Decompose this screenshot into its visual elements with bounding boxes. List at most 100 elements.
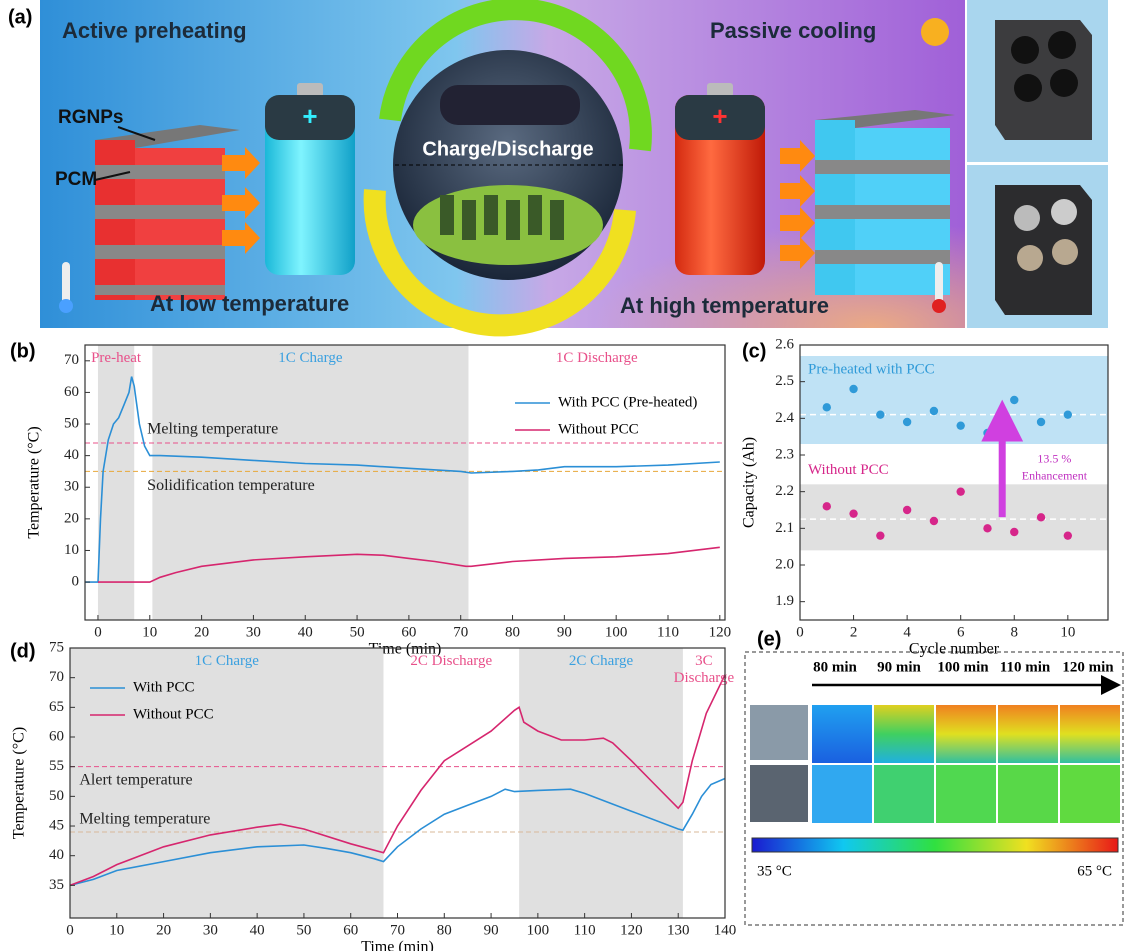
x-tick-label: 60	[343, 922, 358, 938]
point	[956, 421, 964, 429]
x-axis-title: Time (min)	[361, 939, 434, 951]
x-tick-label: 60	[401, 624, 416, 640]
time-label: 120 min	[1062, 659, 1114, 675]
region-label-box: 1C Charge	[70, 653, 383, 693]
left-title: Active preheating	[62, 18, 247, 43]
legend-label: Without PCC	[133, 706, 214, 722]
x-tick-label: 40	[298, 624, 313, 640]
point	[1010, 528, 1018, 536]
y-tick-label: 30	[64, 479, 79, 495]
y-tick-label: 55	[49, 758, 64, 774]
region-label: 2C Discharge	[383, 653, 519, 670]
y-tick-label: 40	[64, 447, 79, 463]
right-title: Passive cooling	[710, 18, 876, 43]
x-tick-label: 20	[156, 922, 171, 938]
x-axis-title: Cycle number	[909, 641, 1000, 658]
x-tick-label: 80	[437, 922, 452, 938]
x-tick-label: 0	[66, 922, 74, 938]
point	[1037, 418, 1045, 426]
region-label: 1C Charge	[70, 653, 383, 670]
series-label: Without PCC	[808, 462, 889, 478]
y-tick-label: 2.6	[775, 336, 794, 352]
x-tick-label: 30	[203, 922, 218, 938]
time-label: 100 min	[937, 659, 989, 675]
point	[1037, 513, 1045, 521]
y-tick-label: 10	[64, 542, 79, 558]
x-tick-label: 20	[194, 624, 209, 640]
x-tick-label: 2	[850, 624, 858, 640]
x-tick-label: 30	[246, 624, 261, 640]
x-tick-label: 8	[1011, 624, 1019, 640]
y-tick-label: 40	[49, 847, 64, 863]
time-label: 110 min	[1000, 659, 1051, 675]
reference-label: Melting temperature	[79, 811, 210, 828]
reference-label: Solidification temperature	[147, 477, 314, 494]
point	[876, 410, 884, 418]
svg-text:+: +	[302, 101, 317, 131]
y-tick-label: 20	[64, 510, 79, 526]
point	[823, 403, 831, 411]
series-label: Pre-heated with PCC	[808, 361, 935, 377]
right-caption: At high temperature	[620, 293, 829, 318]
point	[983, 524, 991, 532]
point	[983, 429, 991, 437]
panel-label: (c)	[742, 340, 766, 362]
panel-label: (b)	[10, 340, 36, 362]
left-caption: At low temperature	[150, 291, 349, 316]
point	[1064, 531, 1072, 539]
y-axis-title: Temperature (°C)	[26, 426, 43, 538]
region-label-box: 1C Charge	[152, 350, 468, 390]
x-tick-label: 100	[527, 922, 550, 938]
point	[903, 418, 911, 426]
y-tick-label: 0	[72, 574, 80, 590]
region-label: 1C Charge	[152, 350, 468, 367]
point	[930, 407, 938, 415]
x-tick-label: 40	[250, 922, 265, 938]
point	[930, 517, 938, 525]
thermal-images	[750, 705, 1120, 823]
x-tick-label: 10	[142, 624, 157, 640]
y-tick-label: 60	[49, 728, 64, 744]
pcm-block-cold	[95, 125, 240, 300]
x-tick-label: 120	[620, 922, 643, 938]
x-tick-label: 0	[796, 624, 804, 640]
heat-arrows-left	[222, 147, 260, 254]
x-tick-label: 50	[296, 922, 311, 938]
x-tick-label: 4	[903, 624, 911, 640]
region-label-box: 2C Discharge	[383, 653, 519, 693]
x-tick-label: 80	[505, 624, 520, 640]
pcm-block-hot	[815, 110, 955, 295]
region-label-box: 3C Discharge	[669, 653, 739, 693]
point	[849, 385, 857, 393]
y-tick-label: 65	[49, 699, 64, 715]
point	[1064, 410, 1072, 418]
y-tick-label: 2.1	[775, 520, 794, 536]
x-tick-label: 90	[484, 922, 499, 938]
y-tick-label: 70	[49, 669, 64, 685]
colorbar-min: 35 °C	[757, 863, 792, 879]
x-tick-label: 130	[667, 922, 690, 938]
y-axis-title: Capacity (Ah)	[741, 437, 758, 528]
pcm-label: PCM	[55, 169, 97, 190]
time-label: 80 min	[813, 659, 857, 675]
y-tick-label: 45	[49, 817, 64, 833]
y-tick-label: 50	[64, 415, 79, 431]
region-label-box: 2C Charge	[519, 653, 683, 693]
panel-e: (e) 80 min 90 min 100 min 110 min 120 mi…	[745, 628, 1123, 925]
panel-label: (a)	[8, 6, 32, 28]
x-tick-label: 140	[714, 922, 737, 938]
region-label-box: Pre-heat	[81, 350, 151, 390]
x-tick-label: 0	[94, 624, 102, 640]
y-tick-label: 35	[49, 877, 64, 893]
region-label: 1C Discharge	[468, 350, 725, 367]
y-tick-label: 50	[49, 788, 64, 804]
colorbar	[752, 838, 1118, 852]
time-label: 90 min	[877, 659, 921, 675]
y-axis-title: Temperature (°C)	[11, 727, 28, 839]
colorbar-max: 65 °C	[1077, 863, 1112, 879]
point	[956, 487, 964, 495]
rgnps-label: RGNPs	[58, 107, 123, 128]
region-label: 2C Charge	[519, 653, 683, 670]
x-tick-label: 110	[657, 624, 679, 640]
x-tick-label: 110	[574, 922, 596, 938]
